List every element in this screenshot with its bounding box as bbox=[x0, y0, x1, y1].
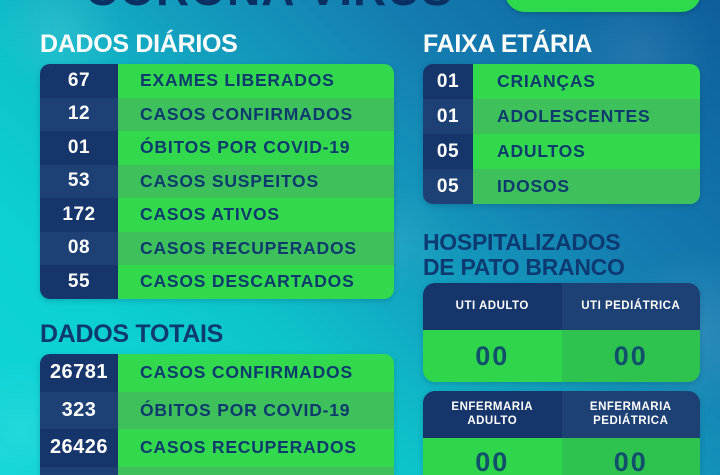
table-row: 01 ADOLESCENTES bbox=[423, 99, 700, 134]
uti-pediatrica-header: UTI PEDIÁTRICA bbox=[561, 283, 700, 330]
table-row: 08 CASOS RECUPERADOS bbox=[40, 231, 394, 265]
table-row: 67 EXAMES LIBERADOS bbox=[40, 64, 394, 98]
city-badge-label: PATO BRANCO bbox=[543, 0, 663, 1]
table-row: 01 CRIANÇAS bbox=[423, 64, 700, 99]
stat-value: 323 bbox=[40, 391, 118, 429]
uti-adulto-label: UTI ADULTO bbox=[455, 299, 529, 312]
stat-label: ADOLESCENTES bbox=[473, 99, 700, 134]
totals-table: 26781 CASOS CONFIRMADOS 323 ÓBITOS POR C… bbox=[40, 354, 394, 475]
stat-label: CASOS DESCARTADOS bbox=[118, 466, 394, 475]
stat-value: 26426 bbox=[40, 429, 118, 467]
enfermaria-card: ENFERMARIA ADULTO ENFERMARIA PEDIÁTRICA … bbox=[423, 391, 700, 475]
table-row: 01 ÓBITOS POR COVID-19 bbox=[40, 131, 394, 165]
stat-label: CASOS CONFIRMADOS bbox=[118, 354, 394, 392]
stat-value: 01 bbox=[423, 64, 473, 99]
uti-pediatrica-value: 00 bbox=[561, 330, 700, 382]
section-hospitalized-heading: HOSPITALIZADOS DE PATO BRANCO bbox=[423, 230, 625, 280]
stat-label: CASOS RECUPERADOS bbox=[118, 429, 394, 467]
section-daily-heading: DADOS DIÁRIOS bbox=[40, 30, 238, 58]
stat-value: 55 bbox=[40, 265, 118, 299]
stat-label: CASOS DESCARTADOS bbox=[118, 265, 394, 299]
stat-label: ÓBITOS POR COVID-19 bbox=[118, 131, 394, 165]
stat-value: 74842 bbox=[40, 466, 118, 475]
stat-value: 172 bbox=[40, 198, 118, 232]
stat-label: CRIANÇAS bbox=[473, 64, 700, 99]
table-row: 05 ADULTOS bbox=[423, 134, 700, 169]
uti-card: UTI ADULTO UTI PEDIÁTRICA 00 00 bbox=[423, 283, 700, 382]
section-totals-heading: DADOS TOTAIS bbox=[40, 320, 223, 348]
stat-value: 08 bbox=[40, 231, 118, 265]
uti-pediatrica-label: UTI PEDIÁTRICA bbox=[581, 299, 681, 312]
stat-label: CASOS CONFIRMADOS bbox=[118, 97, 394, 131]
enfermaria-adulto-header: ENFERMARIA ADULTO bbox=[423, 391, 562, 438]
stat-value: 12 bbox=[40, 97, 118, 131]
stat-value: 05 bbox=[423, 134, 473, 169]
stat-value: 01 bbox=[40, 131, 118, 165]
stat-label: EXAMES LIBERADOS bbox=[118, 64, 394, 98]
stat-label: ÓBITOS POR COVID-19 bbox=[118, 391, 394, 429]
table-row: 12 CASOS CONFIRMADOS bbox=[40, 97, 394, 131]
age-table: 01 CRIANÇAS 01 ADOLESCENTES 05 ADULTOS 0… bbox=[423, 64, 700, 204]
enfermaria-pediatrica-header: ENFERMARIA PEDIÁTRICA bbox=[561, 391, 700, 438]
table-row: 172 CASOS ATIVOS bbox=[40, 198, 394, 232]
city-badge: PATO BRANCO bbox=[505, 0, 701, 12]
stat-label: IDOSOS bbox=[473, 169, 700, 204]
enfermaria-adulto-label: ENFERMARIA ADULTO bbox=[451, 401, 534, 427]
hospitalized-heading-line2: DE PATO BRANCO bbox=[423, 254, 625, 280]
daily-table: 67 EXAMES LIBERADOS 12 CASOS CONFIRMADOS… bbox=[40, 64, 394, 299]
enfermaria-pediatrica-value: 00 bbox=[561, 438, 700, 475]
stat-value: 26781 bbox=[40, 354, 118, 392]
stat-value: 01 bbox=[423, 99, 473, 134]
table-row: 26781 CASOS CONFIRMADOS bbox=[40, 354, 394, 392]
table-row: 74842 CASOS DESCARTADOS bbox=[40, 466, 394, 475]
table-row: 26426 CASOS RECUPERADOS bbox=[40, 429, 394, 467]
stat-value: 05 bbox=[423, 169, 473, 204]
uti-adulto-header: UTI ADULTO bbox=[423, 283, 562, 330]
table-row: 05 IDOSOS bbox=[423, 169, 700, 204]
hospitalized-heading-line1: HOSPITALIZADOS bbox=[423, 229, 621, 255]
stat-value: 67 bbox=[40, 64, 118, 98]
section-age-heading: FAIXA ETÁRIA bbox=[423, 30, 593, 58]
enfermaria-pediatrica-label: ENFERMARIA PEDIÁTRICA bbox=[589, 401, 672, 427]
table-row: 323 ÓBITOS POR COVID-19 bbox=[40, 391, 394, 429]
stat-label: CASOS ATIVOS bbox=[118, 198, 394, 232]
section-daily: DADOS DIÁRIOS 67 EXAMES LIBERADOS 12 CAS… bbox=[40, 30, 394, 299]
page-title: CORONA VÍRUS bbox=[85, 0, 453, 16]
stat-value: 53 bbox=[40, 164, 118, 198]
stat-label: CASOS RECUPERADOS bbox=[118, 231, 394, 265]
table-row: 55 CASOS DESCARTADOS bbox=[40, 265, 394, 299]
uti-adulto-value: 00 bbox=[423, 330, 562, 382]
enfermaria-adulto-value: 00 bbox=[423, 438, 562, 475]
stat-label: ADULTOS bbox=[473, 134, 700, 169]
section-age-groups: FAIXA ETÁRIA 01 CRIANÇAS 01 ADOLESCENTES… bbox=[423, 30, 700, 204]
section-totals: DADOS TOTAIS 26781 CASOS CONFIRMADOS 323… bbox=[40, 320, 394, 475]
table-row: 53 CASOS SUSPEITOS bbox=[40, 164, 394, 198]
stat-label: CASOS SUSPEITOS bbox=[118, 164, 394, 198]
